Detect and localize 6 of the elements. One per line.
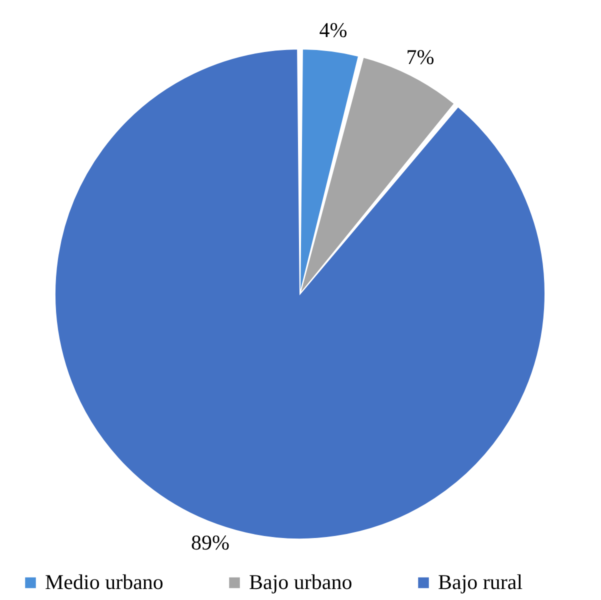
legend-label: Bajo rural xyxy=(438,570,523,594)
legend-label: Bajo urbano xyxy=(249,570,352,594)
data-label: 7% xyxy=(406,44,434,69)
legend-label: Medio urbano xyxy=(45,570,164,594)
data-label: 89% xyxy=(190,530,230,554)
data-label: 4% xyxy=(319,18,348,42)
